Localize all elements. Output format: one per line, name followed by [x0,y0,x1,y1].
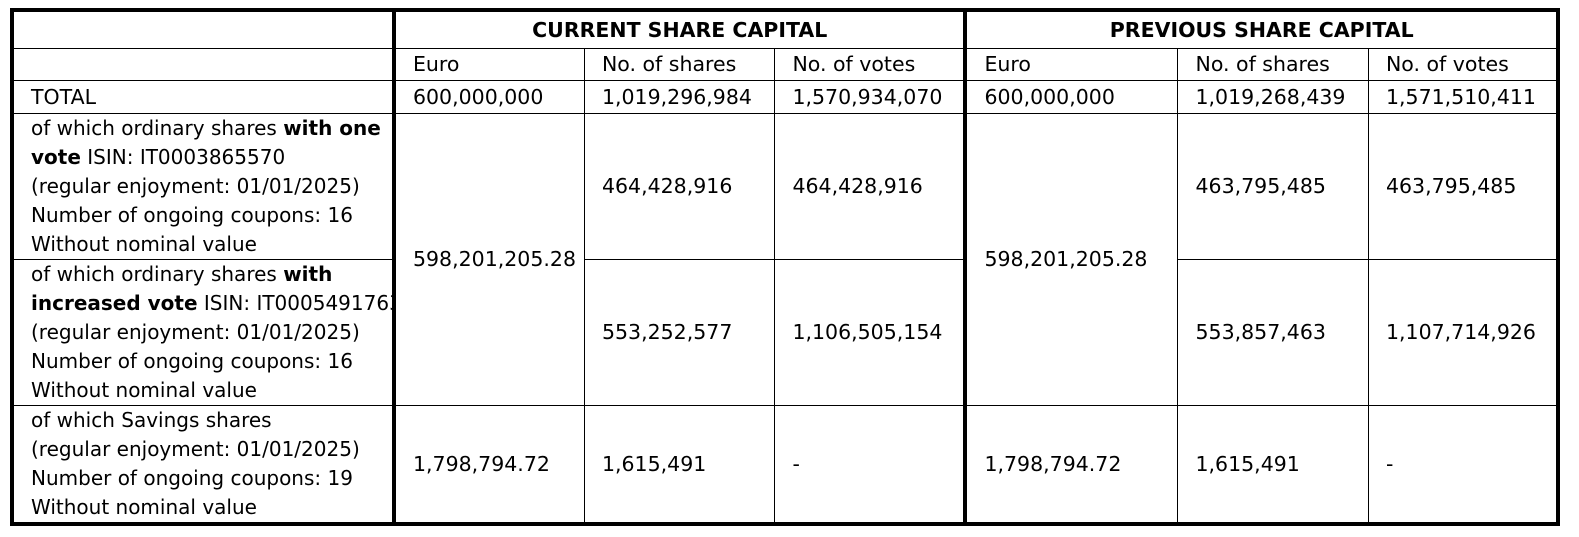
current-shares-header: No. of shares [583,48,776,81]
previous-capital-header: PREVIOUS SHARE CAPITAL [963,9,1560,49]
one-vote-previous-shares: 463,795,485 [1177,113,1369,260]
total-label: TOTAL [11,80,395,114]
total-current-shares: 1,019,296,984 [583,80,776,114]
one-vote-current-shares: 464,428,916 [583,113,776,260]
total-row: TOTAL 600,000,000 1,019,296,984 1,570,93… [11,80,1559,114]
savings-previous-euro: 1,798,794.72 [963,405,1179,525]
savings-current-votes: - [774,405,968,525]
savings-current-euro: 1,798,794.72 [391,405,585,525]
share-capital-table: CURRENT SHARE CAPITAL PREVIOUS SHARE CAP… [10,8,1560,526]
savings-previous-shares: 1,615,491 [1177,405,1369,525]
savings-current-shares: 1,615,491 [583,405,776,525]
ordinary-previous-euro: 598,201,205.28 [963,113,1179,406]
corner-cell [11,9,395,49]
increased-vote-current-votes: 1,106,505,154 [774,259,968,406]
increased-vote-current-shares: 553,252,577 [583,259,776,406]
increased-vote-row: of which ordinary shares with increased … [11,259,1559,406]
one-vote-row: of which ordinary shares with one vote I… [11,113,1559,406]
savings-description: of which Savings shares (regular enjoyme… [11,405,395,525]
one-vote-description: of which ordinary shares with one vote I… [11,113,395,260]
column-header-row: Euro No. of shares No. of votes Euro No.… [11,48,1559,81]
group-header-row: CURRENT SHARE CAPITAL PREVIOUS SHARE CAP… [11,9,1560,49]
ordinary-current-euro: 598,201,205.28 [391,113,585,406]
increased-vote-previous-votes: 1,107,714,926 [1367,259,1559,406]
increased-vote-previous-shares: 553,857,463 [1177,259,1369,406]
current-capital-header: CURRENT SHARE CAPITAL [391,9,968,49]
total-previous-euro: 600,000,000 [963,80,1179,114]
corner-cell-2 [11,48,395,81]
previous-shares-header: No. of shares [1177,48,1369,81]
one-vote-previous-votes: 463,795,485 [1367,113,1559,260]
savings-previous-votes: - [1367,405,1559,525]
current-votes-header: No. of votes [774,48,968,81]
total-previous-votes: 1,571,510,411 [1367,80,1559,114]
total-current-euro: 600,000,000 [391,80,585,114]
previous-euro-header: Euro [963,48,1179,81]
total-current-votes: 1,570,934,070 [774,80,968,114]
current-euro-header: Euro [391,48,585,81]
savings-row: of which Savings shares (regular enjoyme… [11,405,1559,525]
increased-vote-description: of which ordinary shares with increased … [11,259,395,406]
total-previous-shares: 1,019,268,439 [1177,80,1369,114]
previous-votes-header: No. of votes [1367,48,1559,81]
one-vote-current-votes: 464,428,916 [774,113,968,260]
